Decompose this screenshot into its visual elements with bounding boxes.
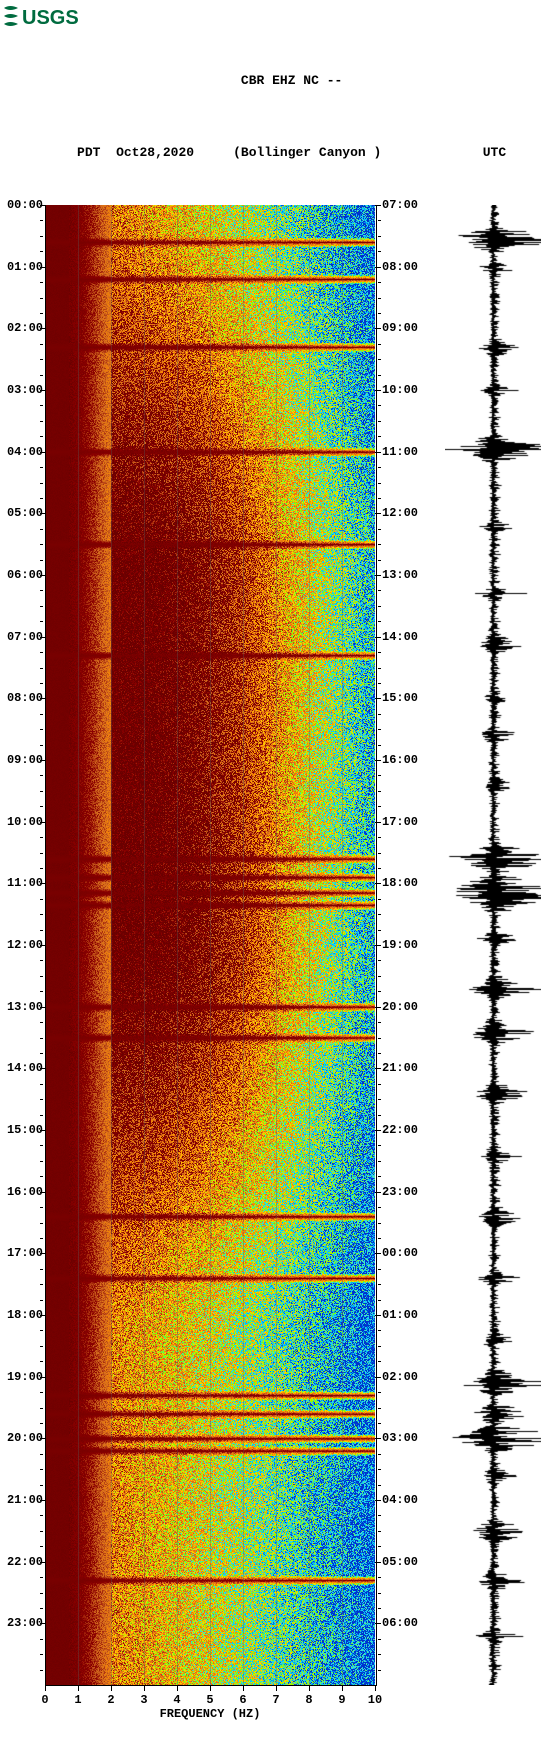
header-station: CBR EHZ NC -- [241,73,342,88]
y-tick-right: 04:00 [382,1493,418,1507]
chart-area: 00:00 01:00 02:00 03:00 04:00 05:00 06:00 07:00… [0,193,552,1743]
x-tick: 2 [107,1693,114,1707]
x-tick: 0 [41,1693,48,1707]
x-tick: 3 [140,1693,147,1707]
x-tick: 9 [338,1693,345,1707]
y-tick-left: 11:00 [7,876,43,890]
y-tick-left: 04:00 [7,445,43,459]
y-tick-right: 23:00 [382,1185,418,1199]
y-tick-right: 05:00 [382,1555,418,1569]
header-date: Oct28,2020 [116,145,194,160]
x-axis-frequency: FREQUENCY (HZ) 012345678910 [45,1685,375,1725]
y-tick-left: 15:00 [7,1123,43,1137]
y-axis-utc: 07:0008:0009:0010:0011:0012:0013:0014:00… [380,205,425,1685]
y-tick-left: 21:00 [7,1493,43,1507]
y-tick-right: 08:00 [382,260,418,274]
x-tick: 6 [239,1693,246,1707]
x-axis-label: FREQUENCY (HZ) [45,1707,375,1721]
y-tick-right: 11:00 [382,445,418,459]
y-tick-left: 03:00 [7,383,43,397]
y-tick-right: 07:00 [382,198,418,212]
y-tick-right: 16:00 [382,753,418,767]
y-tick-right: 01:00 [382,1308,418,1322]
y-tick-right: 00:00 [382,1246,418,1260]
y-tick-right: 14:00 [382,630,418,644]
y-tick-right: 09:00 [382,321,418,335]
header-tz-right: UTC [483,145,506,160]
y-tick-left: 16:00 [7,1185,43,1199]
y-tick-left: 08:00 [7,691,43,705]
header-location: (Bollinger Canyon ) [233,145,381,160]
y-tick-left: 01:00 [7,260,43,274]
y-tick-left: 09:00 [7,753,43,767]
y-tick-right: 21:00 [382,1061,418,1075]
y-tick-left: 23:00 [7,1616,43,1630]
y-tick-left: 00:00 [7,198,43,212]
y-tick-right: 17:00 [382,815,418,829]
y-tick-right: 22:00 [382,1123,418,1137]
y-tick-right: 20:00 [382,1000,418,1014]
y-tick-right: 13:00 [382,568,418,582]
y-tick-right: 12:00 [382,506,418,520]
seismogram-trace [445,205,541,1685]
y-tick-right: 06:00 [382,1616,418,1630]
spectrogram-plot [45,205,375,1685]
chart-header: CBR EHZ NC -- PDT Oct28,2020 (Bollinger … [0,30,552,189]
y-tick-left: 06:00 [7,568,43,582]
y-tick-left: 22:00 [7,1555,43,1569]
x-tick: 8 [305,1693,312,1707]
y-tick-left: 18:00 [7,1308,43,1322]
y-tick-left: 10:00 [7,815,43,829]
y-tick-left: 17:00 [7,1246,43,1260]
y-tick-right: 18:00 [382,876,418,890]
y-tick-left: 05:00 [7,506,43,520]
logo-text: USGS [22,7,79,28]
y-tick-right: 03:00 [382,1431,418,1445]
y-tick-left: 12:00 [7,938,43,952]
x-tick: 4 [173,1693,180,1707]
y-tick-right: 10:00 [382,383,418,397]
y-tick-left: 19:00 [7,1370,43,1384]
y-axis-pdt: 00:0001:0002:0003:0004:0005:0006:0007:00… [0,205,45,1685]
y-tick-left: 07:00 [7,630,43,644]
y-tick-right: 19:00 [382,938,418,952]
header-tz-left: PDT [77,145,100,160]
x-tick: 1 [74,1693,81,1707]
x-tick: 5 [206,1693,213,1707]
x-tick: 10 [368,1693,382,1707]
y-tick-left: 14:00 [7,1061,43,1075]
usgs-logo: USGS [0,0,552,28]
y-tick-left: 20:00 [7,1431,43,1445]
y-tick-left: 13:00 [7,1000,43,1014]
y-tick-left: 02:00 [7,321,43,335]
x-tick: 7 [272,1693,279,1707]
y-tick-right: 02:00 [382,1370,418,1384]
y-tick-right: 15:00 [382,691,418,705]
